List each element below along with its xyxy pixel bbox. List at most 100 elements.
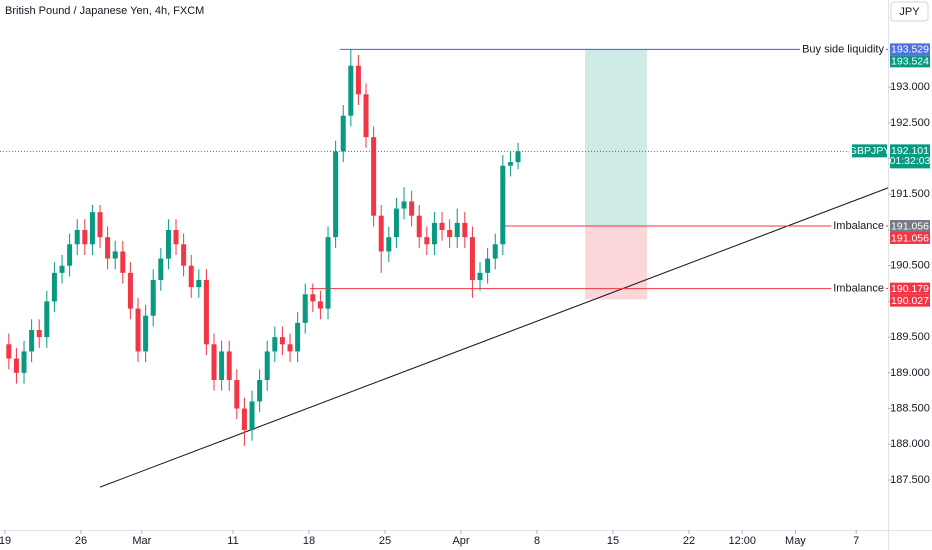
candle-body xyxy=(424,237,430,245)
candle-body xyxy=(272,337,278,352)
y-tick-label: 193.000 xyxy=(890,81,930,93)
candle-body xyxy=(51,272,57,302)
candle-body xyxy=(211,344,217,380)
candle-body xyxy=(431,222,437,245)
candle-body xyxy=(36,330,42,338)
candle-body xyxy=(6,344,12,359)
level-label: Imbalance xyxy=(833,283,884,295)
y-tick-label: 191.500 xyxy=(890,188,930,200)
candle-body xyxy=(59,265,65,273)
candle-body xyxy=(333,151,339,238)
candle-body xyxy=(439,222,445,230)
candle-body xyxy=(401,201,407,209)
candle-body xyxy=(67,244,73,266)
x-tick-label: 12:00 xyxy=(728,535,756,547)
candle-body xyxy=(447,230,453,238)
position-loss-zone xyxy=(585,226,648,300)
candle-body xyxy=(234,380,240,409)
candle-body xyxy=(264,351,270,380)
candle-body xyxy=(454,222,460,238)
candle-body xyxy=(409,201,415,216)
candle-body xyxy=(393,208,399,238)
y-tick-label: 187.500 xyxy=(890,474,930,486)
x-tick-label: 8 xyxy=(534,535,540,547)
candle-body xyxy=(363,94,369,138)
candle-body xyxy=(386,237,392,252)
candle-body xyxy=(477,272,483,280)
x-tick-label: 15 xyxy=(607,535,619,547)
candle-body xyxy=(462,222,468,238)
x-tick-label: 22 xyxy=(683,535,695,547)
candle-body xyxy=(196,280,202,288)
last-price-label: 192.101 xyxy=(891,145,929,157)
candle-body xyxy=(226,351,232,380)
candle-body xyxy=(302,294,308,323)
symbol-tag xyxy=(852,144,887,158)
currency-label[interactable]: JPY xyxy=(899,6,920,18)
candle-body xyxy=(340,115,346,152)
price-tag xyxy=(890,232,930,244)
chart-title: British Pound / Japanese Yen, 4h, FXCM xyxy=(5,5,204,17)
price-tag xyxy=(890,55,930,68)
price-tag-label: 190.179 xyxy=(891,283,929,295)
candle-body xyxy=(492,244,498,259)
candle-body xyxy=(310,294,316,302)
candle-body xyxy=(158,258,164,280)
position-profit-zone xyxy=(585,49,648,226)
candle-body xyxy=(325,237,331,309)
candle-body xyxy=(469,237,475,280)
candle-body xyxy=(257,380,263,402)
price-tag-label: 190.027 xyxy=(891,295,929,307)
level-label: Buy side liquidity xyxy=(802,43,884,55)
candle-body xyxy=(97,212,103,238)
x-tick-label: Apr xyxy=(452,535,469,547)
y-tick-label: 188.000 xyxy=(890,438,930,450)
level-label-bg xyxy=(831,281,886,296)
x-tick-label: 18 xyxy=(303,535,315,547)
candle-body xyxy=(203,280,209,345)
plot: Buy side liquidity Imbalance Imbalance xyxy=(0,42,889,488)
price-tag-label: 193.524 xyxy=(891,56,929,68)
candle-body xyxy=(279,337,285,345)
y-tick-label: 188.500 xyxy=(890,402,930,414)
level-label: Imbalance xyxy=(833,220,884,232)
level-label-bg xyxy=(831,219,886,233)
currency-button[interactable] xyxy=(890,1,929,22)
candle-body xyxy=(348,65,354,116)
candle-body xyxy=(249,401,255,430)
candle-body xyxy=(295,322,301,352)
candle-body xyxy=(150,280,156,316)
candle-body xyxy=(173,230,179,245)
candle-body xyxy=(165,230,171,259)
price-tag xyxy=(890,294,930,307)
candle-body xyxy=(507,162,513,166)
y-tick-label: 190.500 xyxy=(890,260,930,272)
x-tick-label: May xyxy=(785,535,806,547)
trend-line xyxy=(99,187,889,488)
candle-body xyxy=(112,251,118,259)
symbol-label: GBPJPY xyxy=(849,145,890,157)
y-tick-label: 189.000 xyxy=(890,367,930,379)
countdown-label: 01:32:03 xyxy=(890,155,931,167)
candle-body xyxy=(13,358,19,373)
candle-body xyxy=(188,265,194,288)
candle-body xyxy=(105,237,111,259)
candle-body xyxy=(44,301,50,338)
candle-body xyxy=(317,301,323,309)
level-label-bg xyxy=(800,42,886,57)
y-tick-label: 192.500 xyxy=(890,117,930,129)
candle-body xyxy=(82,230,88,245)
candle-body xyxy=(181,244,187,266)
candle-body xyxy=(515,151,521,163)
candle-body xyxy=(74,230,80,245)
x-tick-label: 25 xyxy=(379,535,391,547)
price-tag xyxy=(890,43,930,56)
candle-body xyxy=(127,272,133,309)
candle-body xyxy=(500,165,506,245)
x-tick-label: 26 xyxy=(75,535,87,547)
candle-body xyxy=(371,137,377,216)
candle-body xyxy=(241,408,247,430)
candle-body xyxy=(219,351,225,380)
